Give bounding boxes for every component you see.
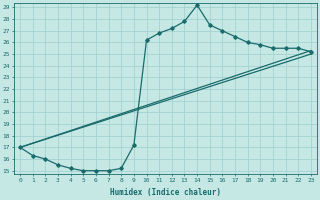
X-axis label: Humidex (Indice chaleur): Humidex (Indice chaleur) [110,188,221,197]
